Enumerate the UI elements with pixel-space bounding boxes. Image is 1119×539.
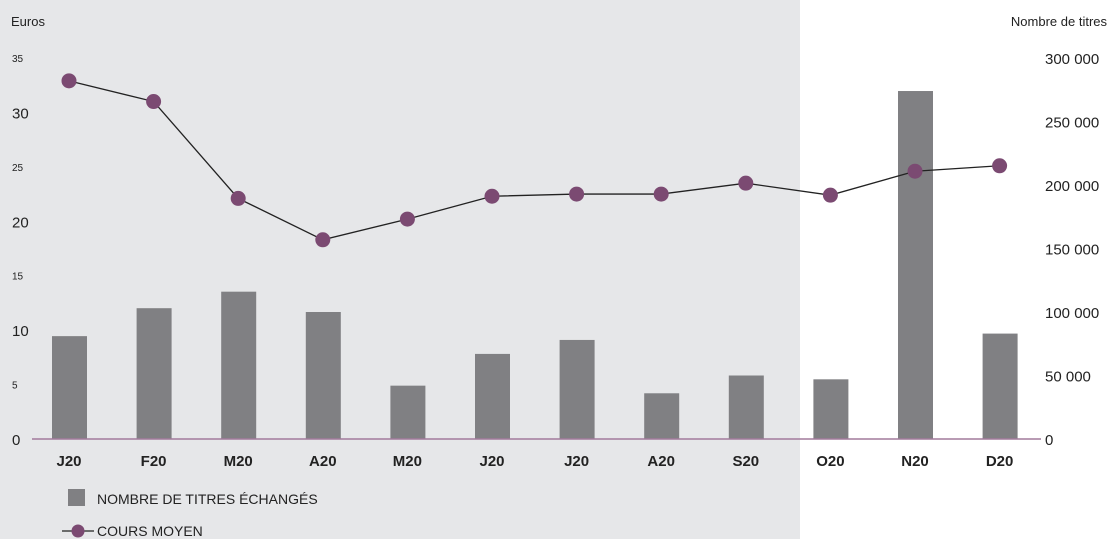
line-point-9 bbox=[738, 175, 754, 191]
line-point-11 bbox=[907, 163, 923, 179]
y-left-tick-label: 10 bbox=[12, 323, 29, 340]
bar-3 bbox=[221, 291, 257, 439]
bar-12 bbox=[982, 333, 1018, 439]
bar-5 bbox=[390, 385, 426, 439]
bar-10 bbox=[813, 379, 849, 439]
legend-swatch-marker bbox=[71, 524, 85, 538]
line-point-2 bbox=[146, 94, 162, 110]
x-tick-label: F20 bbox=[141, 453, 167, 470]
x-tick-label: O20 bbox=[816, 453, 844, 470]
bar-6 bbox=[475, 353, 510, 439]
line-point-4 bbox=[315, 232, 331, 248]
bar-2 bbox=[136, 308, 172, 439]
bar-4 bbox=[305, 312, 341, 439]
y-right-tick-label: 0 bbox=[1045, 432, 1053, 449]
x-tick-label: S20 bbox=[732, 453, 759, 470]
shaded-region bbox=[0, 0, 800, 539]
x-tick-label: J20 bbox=[479, 453, 504, 470]
y-axis-right-title: Nombre de titres bbox=[1011, 14, 1108, 29]
y-right-tick-label: 300 000 bbox=[1045, 51, 1099, 68]
y-left-tick-label: 20 bbox=[12, 214, 29, 231]
line-point-1 bbox=[61, 73, 77, 89]
y-left-tick-label: 15 bbox=[12, 272, 24, 283]
x-tick-label: M20 bbox=[393, 453, 422, 470]
bar-7 bbox=[559, 339, 595, 439]
bar-8 bbox=[644, 393, 680, 439]
x-tick-label: D20 bbox=[986, 453, 1014, 470]
x-tick-label: J20 bbox=[564, 453, 589, 470]
y-left-tick-label: 5 bbox=[12, 381, 18, 392]
x-tick-label: N20 bbox=[901, 453, 929, 470]
y-right-tick-label: 250 000 bbox=[1045, 115, 1099, 132]
bar-1 bbox=[52, 336, 87, 439]
line-cours-moyen bbox=[68, 80, 1000, 241]
line-point-8 bbox=[653, 186, 669, 202]
legend-label-line: COURS MOYEN bbox=[97, 523, 203, 539]
legend-swatch-bar bbox=[68, 489, 85, 506]
y-left-tick-label: 25 bbox=[12, 163, 24, 174]
bar-9 bbox=[728, 375, 764, 439]
y-axis-left-title: Euros bbox=[11, 14, 45, 29]
line-point-6 bbox=[484, 188, 500, 204]
y-left-tick-label: 35 bbox=[12, 54, 24, 65]
line-point-12 bbox=[992, 158, 1008, 174]
y-left-tick-label: 30 bbox=[12, 105, 29, 122]
line-point-5 bbox=[399, 211, 415, 227]
x-tick-label: M20 bbox=[224, 453, 253, 470]
x-tick-label: J20 bbox=[56, 453, 81, 470]
bar-11 bbox=[898, 91, 933, 440]
y-right-tick-label: 100 000 bbox=[1045, 305, 1099, 322]
x-tick-label: A20 bbox=[647, 453, 675, 470]
y-right-tick-label: 50 000 bbox=[1045, 369, 1091, 386]
x-tick-label: A20 bbox=[309, 453, 337, 470]
line-point-7 bbox=[569, 186, 585, 202]
legend-label-bar: NOMBRE DE TITRES ÉCHANGÉS bbox=[97, 491, 318, 507]
y-right-tick-label: 200 000 bbox=[1045, 178, 1099, 195]
y-left-tick-label: 0 bbox=[12, 432, 20, 449]
line-point-3 bbox=[230, 190, 246, 206]
line-point-10 bbox=[822, 187, 838, 203]
y-right-tick-label: 150 000 bbox=[1045, 242, 1099, 259]
